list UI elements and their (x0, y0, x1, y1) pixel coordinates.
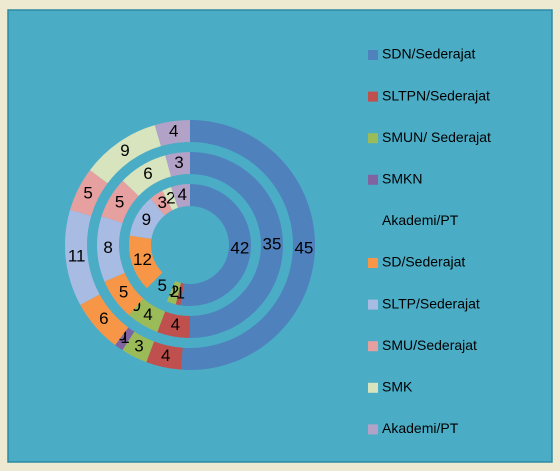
data-label: 1 (176, 284, 185, 303)
doughnut-slice (80, 294, 129, 346)
legend-swatch (368, 299, 378, 310)
legend-label: SDN/Sederajat (382, 46, 475, 62)
data-label: 12 (133, 250, 152, 269)
data-label: 9 (142, 210, 151, 229)
data-label: 5 (157, 276, 166, 295)
data-label: 9 (120, 141, 129, 160)
data-label: 35 (263, 234, 282, 253)
legend-swatch (368, 382, 378, 393)
doughnut-slice (171, 184, 190, 208)
legend-label: SMU/Sederajat (382, 337, 477, 353)
legend-swatch (368, 174, 378, 185)
doughnut-slice (96, 216, 125, 282)
doughnut-slice (129, 235, 163, 289)
doughnut-slice (70, 170, 108, 216)
data-label: 8 (103, 238, 112, 257)
data-label: 4 (161, 346, 170, 365)
doughnut-slice (89, 125, 161, 184)
doughnut-slice (146, 272, 176, 302)
doughnut-slice (146, 341, 183, 370)
doughnut-slice (129, 198, 165, 239)
doughnut-slice (157, 311, 190, 338)
data-label: 4 (143, 305, 152, 324)
doughnut-slice (181, 120, 315, 370)
data-label: 3 (174, 153, 183, 172)
doughnut-slice (154, 120, 190, 147)
doughnut-slice (180, 184, 251, 306)
doughnut-slice (165, 152, 190, 177)
data-label: 4 (169, 122, 178, 141)
legend-label: SMKN (382, 171, 422, 187)
legend-label: SMK (382, 379, 413, 395)
legend-swatch (368, 258, 378, 268)
legend-swatch (368, 216, 378, 227)
doughnut-slice (162, 186, 178, 211)
legend-label: SMUN/ Sederajat (382, 129, 491, 145)
legend-label: Akademi/PT (382, 420, 459, 436)
doughnut-slice (128, 298, 166, 333)
data-label: 11 (68, 247, 86, 266)
legend-label: SLTP/Sederajat (382, 295, 480, 311)
doughnut-slice (190, 152, 283, 338)
data-label: 5 (115, 192, 124, 211)
doughnut-slice (175, 282, 184, 306)
doughnut-slice (65, 209, 100, 305)
doughnut-slice (122, 155, 172, 196)
data-label: 42 (230, 238, 249, 257)
legend-label: SLTPN/Sederajat (382, 87, 490, 103)
data-label: 3 (134, 336, 143, 355)
data-label: 2 (166, 188, 175, 207)
doughnut-slice (122, 331, 155, 363)
data-label: 4 (177, 185, 186, 204)
doughnut-slice (115, 327, 135, 351)
data-label: 3 (157, 193, 166, 212)
doughnut-slice (101, 180, 139, 224)
data-label: 5 (83, 183, 92, 202)
legend-label: SD/Sederajat (382, 254, 465, 270)
legend-swatch (368, 91, 378, 102)
doughnut-slice (150, 190, 173, 216)
legend-swatch (368, 50, 378, 60)
legend-label: Akademi/PT (382, 212, 459, 228)
doughnut-slice (104, 272, 144, 316)
data-label: 1 (120, 328, 129, 347)
legend-swatch (368, 341, 378, 352)
legend-swatch (368, 133, 378, 144)
doughnut-slice (166, 281, 181, 305)
legend-swatch (368, 424, 378, 435)
data-label: 5 (119, 283, 128, 302)
data-label: 4 (171, 315, 180, 334)
data-label: 45 (294, 239, 313, 258)
data-label: 2 (170, 282, 179, 301)
data-label: 6 (99, 309, 108, 328)
data-label: 6 (143, 164, 152, 183)
